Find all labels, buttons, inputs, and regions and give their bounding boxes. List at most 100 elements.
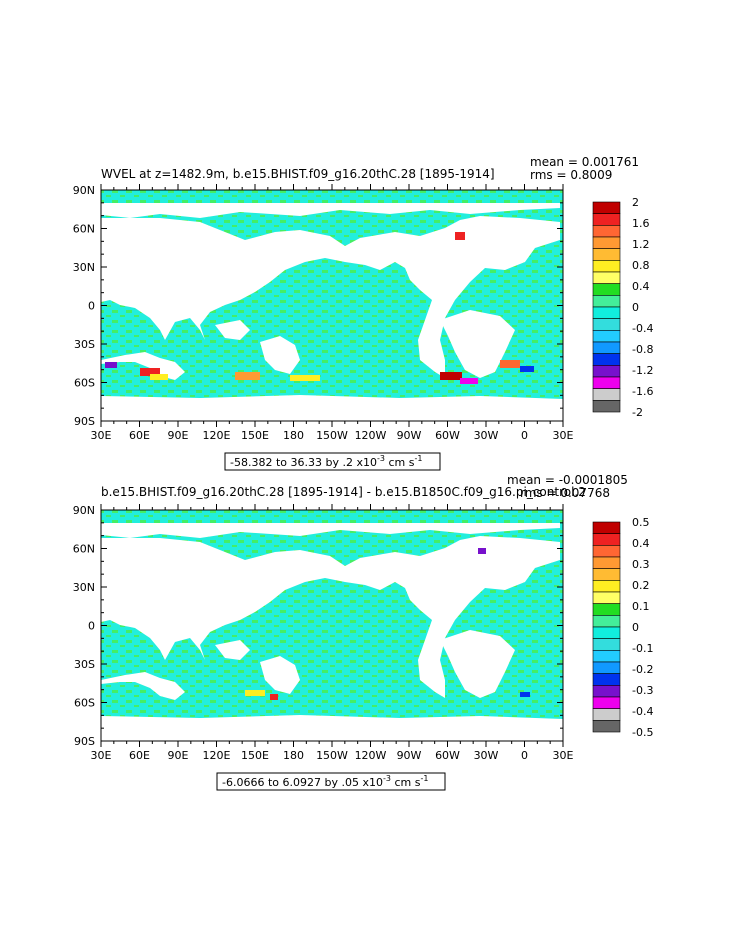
colorbar-swatch — [592, 365, 621, 378]
colorbar-swatch — [592, 591, 621, 604]
lon-label: 120W — [355, 749, 387, 762]
panel-bottom-range-units: cm s — [391, 776, 421, 789]
colorbar-swatch — [592, 225, 621, 238]
panel-top-title: WVEL at z=1482.9m, b.e15.BHIST.f09_g16.2… — [101, 167, 495, 181]
panel-top-rms: rms = 0.8009 — [530, 168, 612, 182]
colorbar-swatch — [592, 661, 621, 674]
colorbar-swatch — [592, 271, 621, 284]
colorbar-label: -1.6 — [632, 385, 653, 398]
lon-label: 30E — [553, 429, 574, 442]
colorbar-swatch — [592, 685, 621, 698]
lat-label: 90N — [73, 504, 95, 517]
colorbar-swatch — [592, 650, 621, 663]
panel-top-range-exp: -3 — [377, 454, 385, 463]
colorbar-swatch — [592, 388, 621, 401]
panel-bottom-range-exp: -3 — [383, 774, 391, 783]
lon-label: 30W — [474, 429, 499, 442]
lat-label: 60N — [73, 543, 95, 556]
lon-label: 90W — [397, 429, 422, 442]
panel-bottom-ticks — [100, 504, 564, 747]
colorbar-label: -0.3 — [632, 684, 653, 697]
colorbar-swatch — [592, 568, 621, 581]
panel-bottom: b.e15.BHIST.f09_g16.20thC.28 [1895-1914]… — [73, 473, 653, 791]
lat-label: 90S — [74, 415, 95, 428]
colorbar-swatch — [592, 213, 621, 226]
lon-label: 120E — [203, 749, 231, 762]
panel-bottom-mean: mean = -0.0001805 — [507, 473, 628, 487]
colorbar-label: 0 — [632, 621, 639, 634]
colorbar-label: 0.4 — [632, 280, 650, 293]
lat-label: 90S — [74, 735, 95, 748]
colorbar-label: 0 — [632, 301, 639, 314]
lon-label: 120E — [203, 429, 231, 442]
lat-label: 60S — [74, 377, 95, 390]
panel-bottom-colorbar: 0.5 0.4 0.3 0.2 0.1 0 -0.1 -0.2 -0.3 -0.4 -0.5 — [592, 516, 653, 739]
panel-bottom-range: -6.0666 to 6.0927 by .05 x10 — [222, 776, 383, 789]
lon-label: 90W — [397, 749, 422, 762]
lon-label: 30E — [91, 749, 112, 762]
panel-top-land — [101, 203, 563, 421]
lon-label: 30W — [474, 749, 499, 762]
colorbar-label: -0.1 — [632, 642, 653, 655]
colorbar-label: -0.8 — [632, 343, 653, 356]
lon-label: 150E — [241, 429, 269, 442]
lat-label: 30S — [74, 658, 95, 671]
colorbar-swatch — [592, 353, 621, 366]
colorbar-label: -0.4 — [632, 705, 653, 718]
lon-label: 180 — [283, 429, 304, 442]
colorbar-swatch — [592, 580, 621, 593]
colorbar-swatch — [592, 615, 621, 628]
colorbar-label: 0.2 — [632, 579, 650, 592]
panel-top-map: 90N 60N 30N 0 30S 60S 90S 30E 60E 90E 120E 150E 180… — [73, 184, 574, 442]
panel-top-anomalies — [105, 232, 534, 384]
colorbar-label: 0.4 — [632, 537, 650, 550]
lon-label: 60W — [435, 429, 460, 442]
colorbar-label: 2 — [632, 196, 639, 209]
svg-text:-58.382 to 36.33 by .2 x10-3 c: -58.382 to 36.33 by .2 x10-3 cm s-1 — [230, 454, 422, 469]
panel-top-range: -58.382 to 36.33 by .2 x10 — [230, 456, 377, 469]
panel-bottom-land — [101, 523, 563, 741]
panel-bottom-lat-labels: 90N 60N 30N 0 30S 60S 90S — [73, 504, 95, 748]
colorbar-swatch — [592, 400, 621, 413]
colorbar-swatch — [592, 673, 621, 686]
colorbar-label: 1.2 — [632, 238, 650, 251]
panel-bottom-map: 90N 60N 30N 0 30S 60S 90S 30E 60E 90E 120E 150E 180… — [73, 504, 574, 762]
colorbar-swatch — [592, 306, 621, 319]
panel-bottom-range-box: -6.0666 to 6.0927 by .05 x10-3 cm s-1 — [216, 772, 446, 791]
colorbar-swatch — [592, 696, 621, 709]
colorbar-swatch — [592, 236, 621, 249]
panel-top-range-units-exp: -1 — [414, 454, 422, 463]
panel-top-lon-labels: 30E 60E 90E 120E 150E 180 150W 120W 90W 60W 30W 0 30… — [91, 429, 574, 442]
colorbar-label: 1.6 — [632, 217, 650, 230]
panel-top: WVEL at z=1482.9m, b.e15.BHIST.f09_g16.2… — [73, 155, 653, 471]
colorbar-label: -0.4 — [632, 322, 653, 335]
colorbar-swatch — [592, 556, 621, 569]
lat-label: 30N — [73, 581, 95, 594]
colorbar-swatch — [592, 533, 621, 546]
lon-label: 120W — [355, 429, 387, 442]
colorbar-swatch — [592, 720, 621, 733]
lat-label: 60N — [73, 223, 95, 236]
lat-label: 30N — [73, 261, 95, 274]
lon-label: 150W — [316, 429, 348, 442]
lon-label: 60E — [129, 749, 150, 762]
lon-label: 90E — [168, 429, 189, 442]
panel-bottom-anomalies — [245, 548, 530, 700]
colorbar-swatch — [592, 376, 621, 389]
panel-top-ticks — [100, 184, 564, 427]
lon-label: 0 — [521, 429, 528, 442]
colorbar-swatch — [592, 318, 621, 331]
colorbar-label: 0.8 — [632, 259, 650, 272]
panel-top-lat-labels: 90N 60N 30N 0 30S 60S 90S — [73, 184, 95, 428]
panel-top-colorbar: 2 1.6 1.2 0.8 0.4 0 -0.4 -0.8 -1.2 -1.6 -2 — [592, 196, 653, 419]
lon-label: 0 — [521, 749, 528, 762]
lat-label: 60S — [74, 697, 95, 710]
lon-label: 60W — [435, 749, 460, 762]
lon-label: 150E — [241, 749, 269, 762]
lon-label: 180 — [283, 749, 304, 762]
colorbar-swatch — [592, 545, 621, 558]
panel-bottom-title: b.e15.BHIST.f09_g16.20thC.28 [1895-1914]… — [101, 485, 586, 499]
colorbar-swatch — [592, 638, 621, 651]
lon-label: 30E — [91, 429, 112, 442]
colorbar-swatch — [592, 295, 621, 308]
